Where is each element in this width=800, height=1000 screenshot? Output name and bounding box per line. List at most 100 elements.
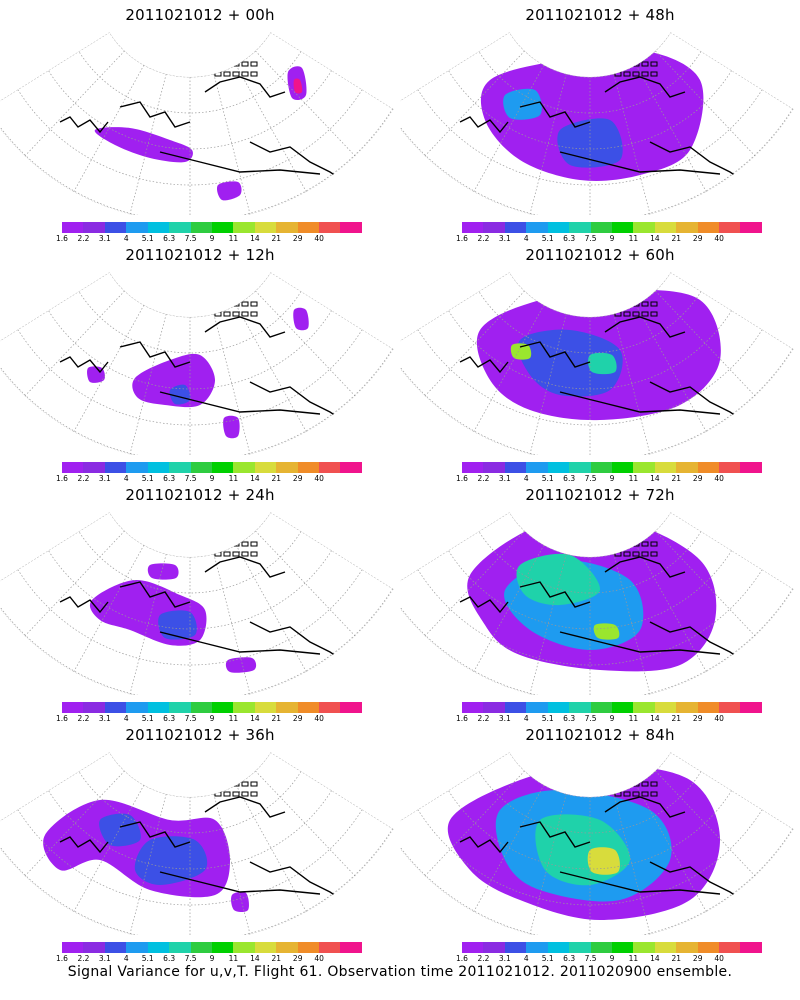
longitude-line [255, 530, 356, 637]
colorbar-swatch [62, 222, 84, 233]
field-layer [0, 752, 394, 935]
field-layer [0, 272, 394, 455]
colorbar-swatch [719, 462, 741, 473]
island-outline [232, 71, 240, 77]
field-layer [400, 32, 794, 215]
colorbar-label: 7.5 [184, 234, 197, 243]
colorbar-label: 5.1 [541, 234, 554, 243]
colorbar-swatch [547, 222, 570, 233]
variance-contour [147, 563, 179, 580]
coastline [459, 116, 509, 134]
coastline [604, 316, 686, 338]
colorbar-swatch [147, 462, 170, 473]
colorbar-swatch [297, 462, 320, 473]
colorbar-label: 1.6 [56, 954, 68, 963]
colorbar-label: 6.3 [563, 474, 576, 483]
colorbar-swatch [611, 462, 634, 473]
colorbar-label: 3.1 [498, 474, 511, 483]
colorbar-label: 14 [650, 714, 660, 723]
colorbar-label: 21 [671, 234, 682, 243]
colorbar-swatch [147, 222, 170, 233]
colorbar-swatch [504, 942, 527, 953]
variance-contour [517, 329, 623, 397]
colorbar-swatch [233, 702, 255, 713]
latitude-line [17, 569, 363, 666]
colorbar-swatch [462, 462, 484, 473]
colorbar-label: 29 [292, 474, 303, 483]
coastline [459, 836, 509, 854]
colorbar-label: 5.1 [141, 234, 154, 243]
variance-contour [225, 657, 257, 673]
colorbar-label: 4 [123, 474, 129, 483]
colorbar-label: 40 [314, 954, 324, 963]
island-outline [623, 301, 631, 307]
colorbar-label: 9 [209, 234, 215, 243]
island-outline [214, 551, 222, 557]
field-layer [400, 512, 794, 695]
island-outline [223, 541, 231, 547]
map-canvas [400, 272, 794, 455]
colorbar-swatch [462, 942, 484, 953]
colorbar-labels: 1.6 2.2 3.1 4 5.1 6.3 7.5 9 11 14 21 29 40 [450, 954, 770, 964]
variance-contour [554, 763, 631, 795]
colorbar-swatch [169, 942, 191, 953]
island-outline [250, 61, 258, 67]
variance-contour [99, 813, 141, 847]
colorbar-swatch [697, 462, 720, 473]
island-outline [250, 541, 258, 547]
panel-title: 2011021012 + 00h [125, 6, 275, 24]
latitude-line [17, 809, 363, 906]
coastline [59, 116, 109, 134]
colorbar-label: 6.3 [563, 714, 576, 723]
map-boundary [0, 32, 394, 215]
colorbar-label: 3.1 [98, 954, 111, 963]
colorbar-swatch [526, 942, 548, 953]
colorbar-swatch [319, 462, 341, 473]
coastline [159, 631, 321, 655]
colorbar-swatch [147, 702, 170, 713]
colorbar [462, 942, 762, 953]
colorbar-swatch [654, 222, 677, 233]
colorbar-label: 40 [714, 474, 724, 483]
colorbar-swatch [319, 942, 341, 953]
colorbar-swatch [569, 942, 591, 953]
colorbar-label: 14 [250, 234, 260, 243]
colorbar-swatch [483, 702, 505, 713]
colorbar-swatch [190, 222, 212, 233]
latitude-line [48, 310, 332, 390]
colorbar-label: 7.5 [184, 714, 197, 723]
island-outline [250, 71, 258, 77]
coastline [649, 621, 746, 663]
colorbar-swatch [676, 222, 698, 233]
colorbar-label: 9 [609, 714, 615, 723]
island-outline [650, 791, 658, 797]
colorbar-swatch [276, 222, 298, 233]
colorbar-swatch [483, 462, 505, 473]
longitude-line [0, 272, 110, 350]
island-outline [623, 551, 631, 557]
coastline [559, 151, 721, 175]
colorbar-swatch [254, 942, 277, 953]
colorbar-label: 6.3 [163, 954, 176, 963]
colorbar-swatch [254, 462, 277, 473]
colorbar-swatch [676, 942, 698, 953]
colorbar-label: 14 [250, 954, 260, 963]
colorbar-label: 2.2 [77, 714, 90, 723]
coastline [119, 341, 191, 368]
colorbar-labels: 1.6 2.2 3.1 4 5.1 6.3 7.5 9 11 14 21 29 40 [50, 234, 370, 244]
island-outline [641, 541, 649, 547]
latitude-line [109, 512, 271, 558]
map-canvas [0, 272, 394, 455]
island-outline [214, 301, 222, 307]
coastline [604, 556, 686, 578]
island-outline [223, 781, 231, 787]
colorbar-swatch [297, 942, 320, 953]
colorbar-swatch [633, 462, 655, 473]
coastline [649, 141, 746, 183]
panel-title: 2011021012 + 24h [125, 486, 275, 504]
colorbar-label: 9 [609, 954, 615, 963]
coastline [59, 356, 109, 374]
colorbar-swatch [169, 222, 191, 233]
colorbar-label: 40 [714, 954, 724, 963]
colorbar-label: 40 [714, 234, 724, 243]
